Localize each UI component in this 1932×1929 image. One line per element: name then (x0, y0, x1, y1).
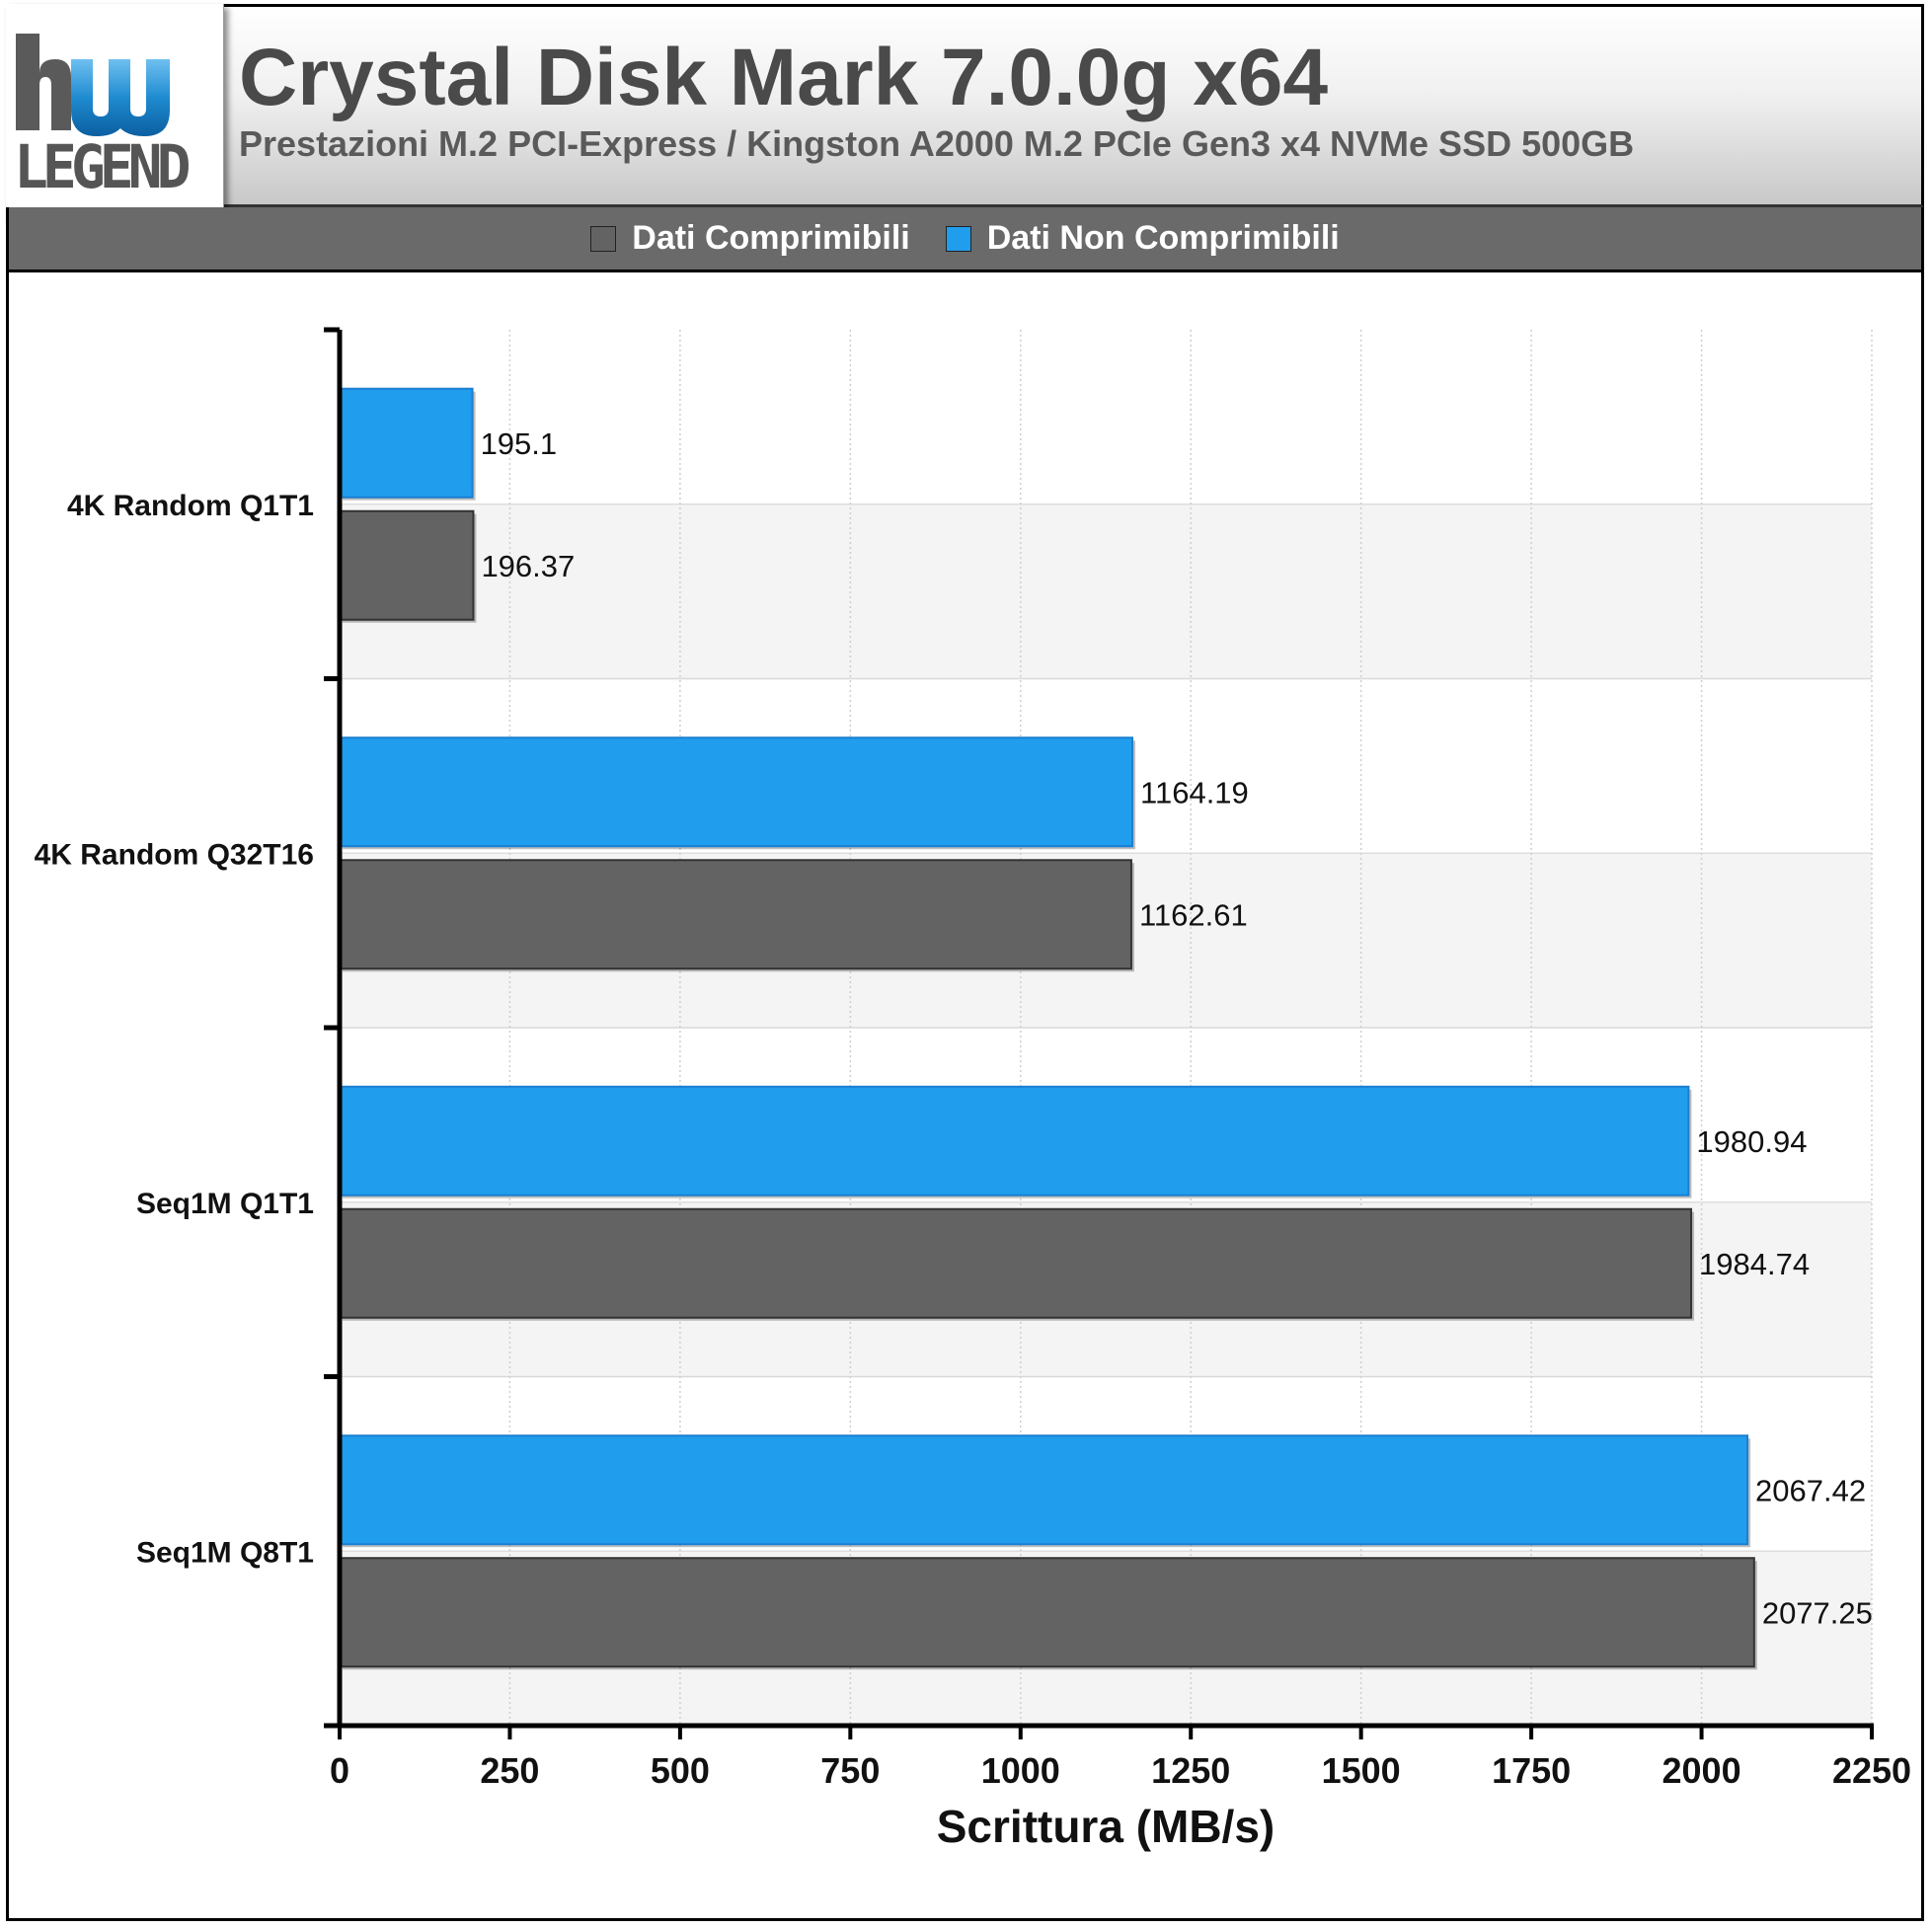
data-label: 195.1 (481, 426, 558, 461)
data-label: 196.37 (481, 549, 575, 583)
category-label: Seq1M Q1T1 (136, 1188, 314, 1220)
legend-swatch-non-compressible (945, 225, 971, 252)
x-tick-label: 1750 (1492, 1750, 1571, 1791)
x-tick-label: 250 (480, 1750, 539, 1791)
bar-compressible (339, 1207, 1693, 1319)
legend-item-compressible: Dati Comprimibili (590, 219, 910, 258)
x-tick-label: 2000 (1662, 1750, 1741, 1791)
legend-bar: Dati Comprimibili Dati Non Comprimibili (6, 207, 1924, 272)
bar-compressible (339, 1557, 1755, 1668)
category-label: 4K Random Q1T1 (67, 490, 314, 522)
legend-item-non-compressible: Dati Non Comprimibili (945, 219, 1340, 258)
bar-non-compressible (339, 1085, 1690, 1196)
legend-label-non-compressible: Dati Non Comprimibili (986, 219, 1340, 257)
bar-non-compressible (339, 1434, 1749, 1546)
plot-band (340, 503, 1872, 679)
bar-non-compressible (339, 387, 474, 499)
category-label: Seq1M Q8T1 (136, 1536, 314, 1569)
hw-logo-mark (16, 34, 170, 136)
x-tick-label: 500 (651, 1750, 710, 1791)
chart-title: Crystal Disk Mark 7.0.0g x64 (239, 33, 1329, 122)
bar-non-compressible (339, 736, 1134, 848)
x-tick-label: 1000 (981, 1750, 1060, 1791)
data-label: 1980.94 (1696, 1124, 1807, 1159)
chart-header (6, 4, 1924, 207)
data-label: 2067.42 (1755, 1473, 1866, 1507)
legend-swatch-compressible (590, 225, 617, 252)
category-label: 4K Random Q32T16 (35, 838, 314, 871)
x-tick-label: 2250 (1832, 1750, 1911, 1791)
x-tick-label: 0 (330, 1750, 349, 1791)
chart-subtitle: Prestazioni M.2 PCI-Express / Kingston A… (239, 123, 1635, 164)
logo-legend-text: LEGEND (14, 131, 192, 202)
data-label: 1162.61 (1139, 897, 1248, 932)
data-label: 1164.19 (1140, 775, 1249, 810)
site-logo: LEGEND (6, 4, 224, 220)
plot-band (340, 330, 1872, 504)
x-axis-title: Scrittura (MB/s) (937, 1801, 1275, 1852)
x-tick-label: 1250 (1151, 1750, 1230, 1791)
data-label: 1984.74 (1699, 1247, 1810, 1281)
bar-compressible (339, 509, 475, 621)
x-tick-label: 750 (820, 1750, 880, 1791)
bar-compressible (339, 859, 1132, 970)
x-tick-label: 1500 (1322, 1750, 1401, 1791)
data-label: 2077.25 (1762, 1595, 1873, 1630)
legend-label-compressible: Dati Comprimibili (632, 219, 910, 257)
